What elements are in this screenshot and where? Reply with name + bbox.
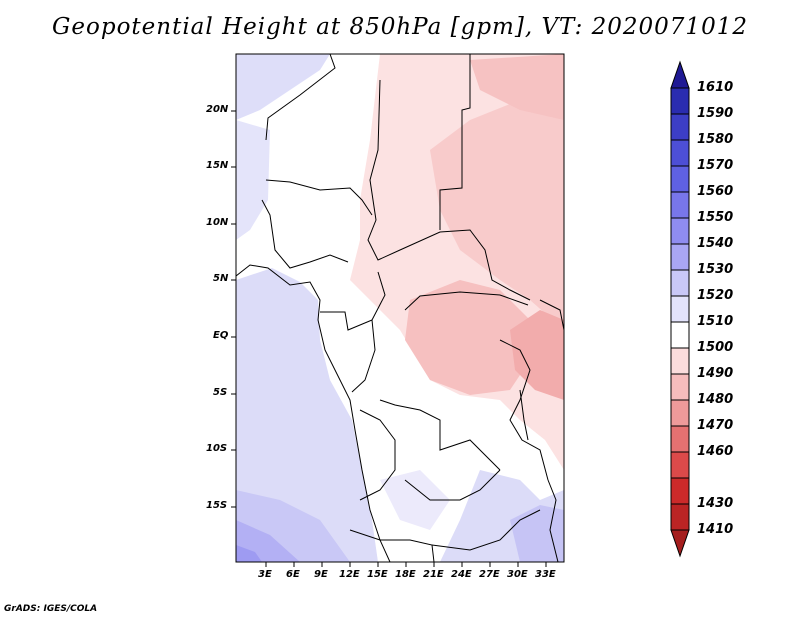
lon-label-18e: 18E (395, 569, 416, 580)
lon-label-30e: 30E (507, 569, 528, 580)
colorbar-arrow-top (670, 60, 690, 89)
lat-label-10s: 10S (206, 443, 228, 454)
colorbar-label: 1460 (697, 444, 734, 459)
lon-label-24e: 24E (451, 569, 472, 580)
lat-label-5s: 5S (213, 387, 228, 398)
lon-ticks (265, 562, 547, 567)
ocean-low-region (236, 268, 378, 562)
chart-title: Geopotential Height at 850hPa [gpm], VT:… (52, 14, 748, 40)
lon-label-3e: 3E (258, 569, 272, 580)
colorbar-label: 1510 (697, 314, 734, 329)
colorbar-label: 1530 (697, 262, 734, 277)
lon-label-33e: 33E (535, 569, 556, 580)
colorbar-label: 1540 (697, 236, 734, 251)
grads-credit: GrADS: IGES/COLA (4, 604, 98, 614)
colorbar-label: 1570 (697, 158, 734, 173)
colorbar (670, 60, 690, 558)
lat-label-10n: 10N (206, 217, 229, 228)
lon-label-27e: 27E (479, 569, 500, 580)
north-low-region (236, 54, 330, 120)
borders (236, 54, 564, 562)
lat-label-20n: 20N (206, 104, 229, 115)
colorbar-label: 1410 (697, 522, 734, 537)
lat-label-eq: EQ (213, 330, 229, 341)
colorbar-label: 1560 (697, 184, 734, 199)
lon-label-15e: 15E (367, 569, 388, 580)
colorbar-label: 1480 (697, 392, 734, 407)
colorbar-label: 1490 (697, 366, 734, 381)
lat-label-15n: 15N (206, 160, 229, 171)
map-frame (235, 53, 565, 563)
lon-label-6e: 6E (286, 569, 300, 580)
lat-label-5n: 5N (213, 273, 229, 284)
colorbar-label: 1500 (697, 340, 734, 355)
lat-label-15s: 15S (206, 500, 228, 511)
lat-ticks (231, 110, 236, 508)
lon-label-9e: 9E (314, 569, 328, 580)
colorbar-label: 1580 (697, 132, 734, 147)
colorbar-label: 1610 (697, 80, 734, 95)
colorbar-label: 1520 (697, 288, 734, 303)
colorbar-arrow-bottom (670, 529, 690, 558)
lon-label-21e: 21E (423, 569, 444, 580)
lon-label-12e: 12E (339, 569, 360, 580)
colorbar-label: 1430 (697, 496, 734, 511)
colorbar-label: 1590 (697, 106, 734, 121)
colorbar-label: 1550 (697, 210, 734, 225)
map-field (236, 54, 564, 562)
colorbar-label: 1470 (697, 418, 734, 433)
